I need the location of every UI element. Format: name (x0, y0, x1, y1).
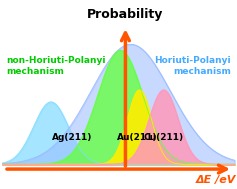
Text: Cu(211): Cu(211) (143, 133, 184, 142)
Text: non-Horiuti-Polanyi
mechanism: non-Horiuti-Polanyi mechanism (6, 56, 105, 76)
Text: Au(211): Au(211) (117, 133, 158, 142)
Text: ΔE /eV: ΔE /eV (196, 175, 236, 185)
Text: Ag(211): Ag(211) (51, 133, 92, 142)
Text: Probability: Probability (87, 9, 164, 22)
Text: Horiuti-Polanyi
mechanism: Horiuti-Polanyi mechanism (155, 56, 231, 76)
